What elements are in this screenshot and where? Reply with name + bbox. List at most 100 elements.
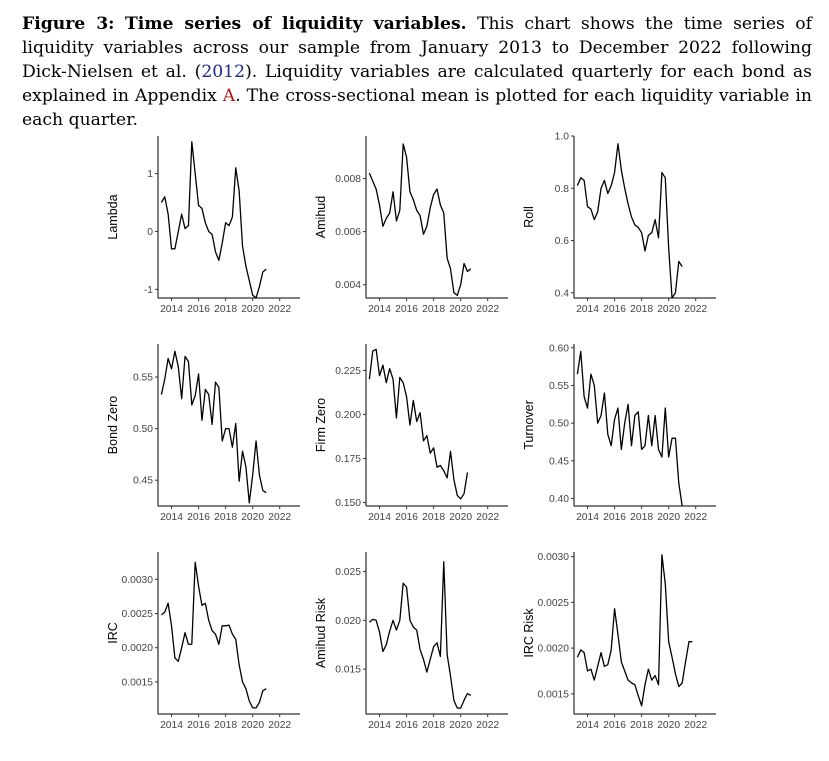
y-tick-label: 0.50: [133, 424, 153, 435]
y-tick-label: 0.0015: [538, 689, 570, 700]
x-tick-label: 2014: [368, 304, 391, 315]
y-tick-label: 0.0015: [122, 677, 154, 688]
x-tick-label: 2014: [160, 304, 183, 315]
x-tick-label: 2014: [576, 304, 599, 315]
x-tick-label: 2022: [268, 512, 291, 523]
y-axis-label: Roll: [522, 206, 536, 228]
y-axis-label: IRC Risk: [522, 608, 536, 658]
x-tick-label: 2022: [268, 720, 291, 731]
y-tick-label: 0.015: [335, 665, 361, 676]
x-tick-label: 2022: [684, 304, 707, 315]
y-tick-label: 0.150: [335, 498, 361, 509]
chart-bond-zero: 0.45 0.50 0.55 2014 2016 2018 2020 2022 Bond Zer…: [100, 338, 310, 538]
y-tick-label: 0.8: [555, 184, 570, 195]
x-tick-label: 2018: [630, 720, 653, 731]
figure-title: Time series of liquidity variables.: [125, 14, 467, 34]
x-tick-label: 2016: [603, 512, 626, 523]
y-tick-label: 0.45: [549, 456, 569, 467]
x-tick-label: 2016: [187, 304, 210, 315]
citation-link[interactable]: 2012: [201, 62, 246, 82]
y-tick-label: 0.55: [133, 373, 153, 384]
series-line: [368, 561, 472, 709]
x-tick-label: 2020: [657, 304, 680, 315]
x-tick-label: 2018: [422, 720, 445, 731]
x-tick-label: 2022: [476, 720, 499, 731]
chart-svg: -1 0 1 2014 2016 2018 2020 2022 Lambda: [106, 136, 300, 315]
chart-svg: 0.40 0.45 0.50 0.55 0.60 2014 2016 2018 2020 2022…: [522, 343, 716, 523]
x-tick-label: 2018: [214, 512, 237, 523]
x-tick-label: 2018: [214, 720, 237, 731]
chart-roll: 0.4 0.6 0.8 1.0 2014 2016 2018 2020 2022 Roll: [516, 130, 726, 330]
chart-turnover: 0.40 0.45 0.50 0.55 0.60 2014 2016 2018 2020 2022…: [516, 338, 726, 538]
y-tick-label: 0.004: [335, 280, 361, 291]
y-tick-label: -1: [144, 285, 153, 296]
x-tick-label: 2016: [395, 720, 418, 731]
series-line: [160, 350, 267, 504]
chart-amihud-risk: 0.015 0.020 0.025 2014 2016 2018 2020 2022 Amihu…: [308, 546, 518, 746]
y-axis-label: IRC: [106, 622, 120, 644]
series-line: [576, 143, 683, 299]
x-tick-label: 2020: [241, 512, 264, 523]
x-tick-label: 2016: [187, 512, 210, 523]
chart-svg: 0.45 0.50 0.55 2014 2016 2018 2020 2022 Bond Zer…: [106, 344, 300, 523]
y-tick-label: 0.45: [133, 476, 153, 487]
chart-irc: 0.0015 0.0020 0.0025 0.0030 2014 2016 2018 2020…: [100, 546, 310, 746]
y-tick-label: 0.0025: [122, 609, 154, 620]
chart-svg: 0.015 0.020 0.025 2014 2016 2018 2020 2022 Amihu…: [314, 552, 508, 731]
caption-text-b: ). Liquidity variables are calculated qu…: [22, 62, 812, 106]
y-tick-label: 0.175: [335, 454, 361, 465]
series-line: [368, 143, 472, 296]
y-tick-label: 0.40: [549, 494, 569, 505]
y-tick-label: 0.50: [549, 419, 569, 430]
x-tick-label: 2022: [684, 512, 707, 523]
y-axis-label: Amihud Risk: [314, 597, 328, 668]
chart-firm-zero: 0.150 0.175 0.200 0.225 2014 2016 2018 2020 2022…: [308, 338, 518, 538]
x-tick-label: 2020: [449, 512, 472, 523]
y-tick-label: 0.0025: [538, 598, 570, 609]
x-tick-label: 2020: [241, 720, 264, 731]
y-tick-label: 0.008: [335, 174, 361, 185]
x-tick-label: 2014: [160, 512, 183, 523]
x-tick-label: 2018: [422, 512, 445, 523]
figure-label: Figure 3:: [22, 14, 115, 34]
x-tick-label: 2016: [603, 304, 626, 315]
caption-text-c: . The cross-sectional mean is plotted fo…: [22, 86, 812, 130]
x-tick-label: 2020: [449, 304, 472, 315]
y-axis-label: Turnover: [522, 400, 536, 450]
chart-amihud: 0.004 0.006 0.008 2014 2016 2018 2020 2022 Amihu…: [308, 130, 518, 330]
appendix-link[interactable]: A: [222, 86, 236, 106]
figure-caption: Figure 3: Time series of liquidity varia…: [22, 12, 812, 132]
y-tick-label: 0: [147, 227, 153, 238]
x-tick-label: 2014: [160, 720, 183, 731]
x-tick-label: 2018: [422, 304, 445, 315]
chart-lambda: -1 0 1 2014 2016 2018 2020 2022 Lambda: [100, 130, 310, 330]
chart-irc-risk: 0.0015 0.0020 0.0025 0.0030 2014 2016 2018 2020…: [516, 546, 726, 746]
y-tick-label: 0.6: [555, 236, 570, 247]
y-tick-label: 1.0: [555, 132, 570, 143]
y-axis-label: Bond Zero: [106, 396, 120, 454]
x-tick-label: 2014: [368, 720, 391, 731]
y-tick-label: 0.55: [549, 381, 569, 392]
x-tick-label: 2020: [657, 512, 680, 523]
y-tick-label: 0.0020: [122, 643, 154, 654]
x-tick-label: 2016: [187, 720, 210, 731]
chart-svg: 0.4 0.6 0.8 1.0 2014 2016 2018 2020 2022 Roll: [522, 132, 716, 315]
x-tick-label: 2022: [476, 512, 499, 523]
chart-svg: 0.0015 0.0020 0.0025 0.0030 2014 2016 2018 2020…: [522, 552, 716, 731]
x-tick-label: 2014: [576, 720, 599, 731]
y-tick-label: 0.0020: [538, 644, 570, 655]
y-axis-label: Firm Zero: [314, 398, 328, 452]
series-line: [368, 348, 469, 500]
x-tick-label: 2016: [395, 304, 418, 315]
x-tick-label: 2014: [368, 512, 391, 523]
x-tick-label: 2014: [576, 512, 599, 523]
x-tick-label: 2020: [657, 720, 680, 731]
series-line: [576, 554, 693, 707]
x-tick-label: 2022: [476, 304, 499, 315]
x-tick-label: 2018: [214, 304, 237, 315]
y-axis-label: Amihud: [314, 196, 328, 238]
x-tick-label: 2020: [449, 720, 472, 731]
x-tick-label: 2020: [241, 304, 264, 315]
x-tick-label: 2022: [684, 720, 707, 731]
x-tick-label: 2018: [630, 512, 653, 523]
